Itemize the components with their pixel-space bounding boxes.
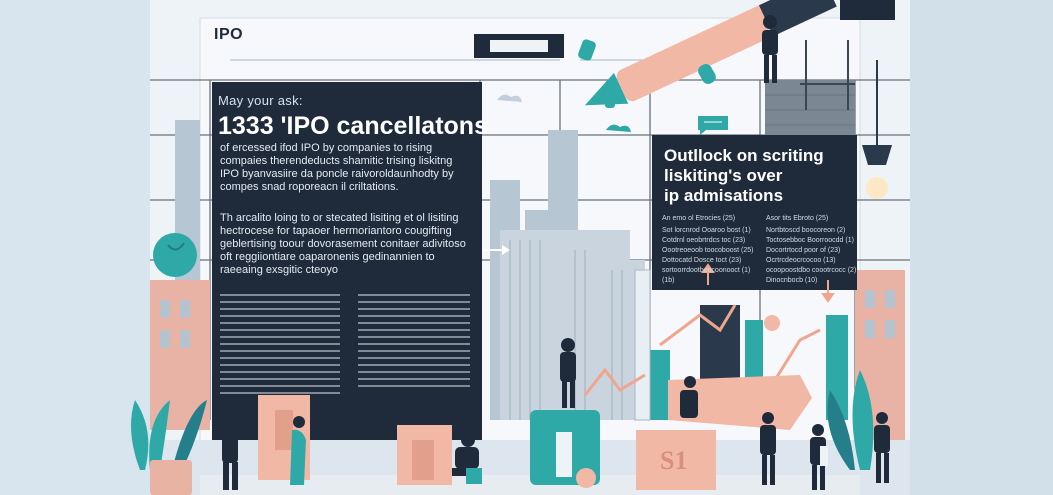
outlook-col1-line-3: Oootreoeoob toocoboost (25) [662, 247, 754, 254]
outlook-col1-line-1: Sot lorcnrod Ooaroo bost (1) [662, 227, 751, 234]
outlook-col1-line-4: Dottocatd Dosce toct (23) [662, 257, 742, 264]
outlook-col1-line-2: Cotdrnl oeobrtrdcs toc (23) [662, 237, 746, 244]
article-paragraph-2-line-3: geblertising toour dovorasement conitaer… [220, 238, 466, 250]
outlook-title-line-1: Outllock on scriting [664, 146, 824, 165]
article-paragraph-1-line-2: compaies therendeducts shamitic trising … [220, 155, 453, 167]
block-label: S1 [660, 446, 688, 475]
article-paragraph-1-line-1: of ercessed ifod IPO by companies to ris… [220, 142, 433, 154]
outlook-col2-line-4: Ocrtrcdeocrcocoo (13) [766, 257, 836, 264]
outlook-col2-line-5: ocoopoostdbo coootrcocc (2) [766, 267, 857, 274]
outlook-col1-line-5: sortoorrdootboocoonooct (1) [662, 267, 751, 274]
outlook-col2-line-2: Toctosebboc Boorroocdd (1) [766, 237, 854, 244]
article-paragraph-2-line-5: raeeaing exsgitic cteoyo [220, 264, 339, 276]
outlook-title-line-3: ip admisations [664, 186, 784, 205]
outlook-title-line-2: liskiting's over [664, 166, 783, 185]
article-paragraph-2-line-4: oft reggiiontiare oaparonenis gedinannie… [220, 251, 435, 263]
outlook-col2-line-6: Dinocnbocb (10) [766, 277, 818, 284]
logo: IPO [214, 26, 244, 43]
article-kicker: May your ask: [218, 93, 303, 108]
article-paragraph-1-line-4: compes snad roporeacn il criltations. [220, 181, 399, 193]
outlook-col2-line-3: Docortrtocd poor of (23) [766, 247, 841, 254]
article-paragraph-2-line-2: hectrocese for tapaoer hermoriantoro cou… [220, 225, 452, 237]
article-paragraph-2-line-1: Th arcalito loing to or stecated lisitin… [220, 212, 459, 224]
outlook-col1-line-6: (1b) [662, 277, 675, 284]
article-headline: 1333 'IPO cancellatons [218, 112, 488, 140]
outlook-col2-line-1: Nortbtoscd boocoreon (2) [766, 227, 846, 234]
outlook-col1-header: An emo ol Etrocies (25) [662, 215, 736, 222]
article-paragraph-1-line-3: IPO byanvasiire da poncle raivoroldaunho… [220, 168, 454, 180]
outlook-col2-header: Asor tits Ebroto (25) [766, 215, 829, 222]
